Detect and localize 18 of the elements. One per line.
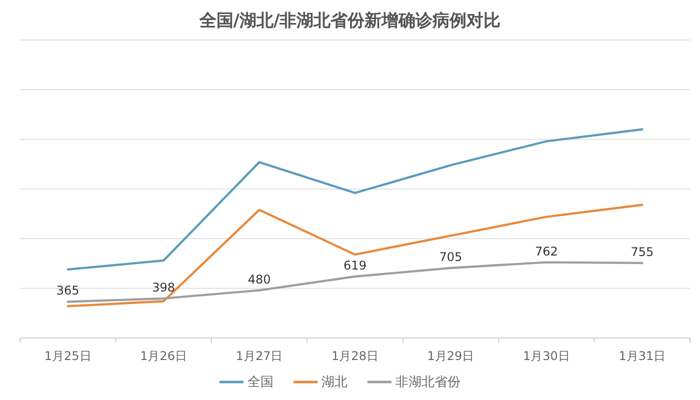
x-tick-label: 1月28日 <box>332 349 378 363</box>
data-label: 619 <box>344 258 366 273</box>
legend-label: 全国 <box>248 375 274 390</box>
legend-label: 非湖北省份 <box>396 375 460 390</box>
data-label: 755 <box>630 245 654 260</box>
x-tick-label: 1月26日 <box>140 349 188 363</box>
chart-title: 全国/湖北/非湖北省份新增确诊病例对比 <box>198 11 501 31</box>
data-label: 705 <box>439 250 462 264</box>
x-tick-label: 1月29日 <box>427 349 474 363</box>
x-tick-label: 1月30日 <box>522 349 570 363</box>
data-label: 762 <box>534 244 558 258</box>
data-label: 480 <box>248 272 271 286</box>
x-tick-label: 1月31日 <box>618 349 666 363</box>
data-label: 398 <box>152 280 176 294</box>
x-tick-label: 1月27日 <box>236 349 283 363</box>
x-tick-label: 1月25日 <box>44 349 92 363</box>
data-label: 365 <box>56 284 80 298</box>
legend-label: 湖北 <box>322 375 348 390</box>
